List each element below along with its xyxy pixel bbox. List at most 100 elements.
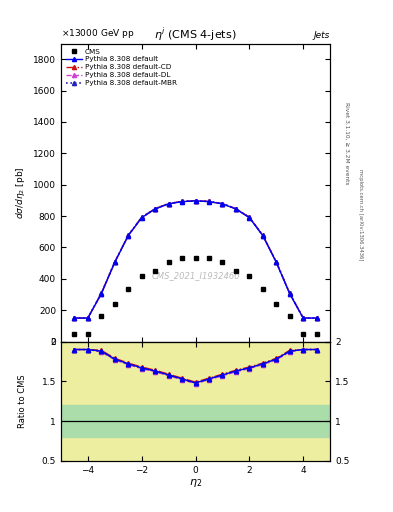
Pythia 8.308 default-MBR bbox=[139, 214, 144, 220]
Pythia 8.308 default-CD bbox=[287, 290, 292, 296]
Line: Pythia 8.308 default-DL: Pythia 8.308 default-DL bbox=[72, 199, 319, 320]
Pythia 8.308 default bbox=[261, 232, 265, 239]
Pythia 8.308 default-MBR bbox=[99, 290, 104, 296]
Pythia 8.308 default-DL bbox=[126, 232, 130, 239]
CMS bbox=[153, 268, 158, 274]
Pythia 8.308 default-CD bbox=[247, 214, 252, 220]
Pythia 8.308 default-CD bbox=[85, 315, 90, 321]
CMS bbox=[139, 273, 144, 280]
Pythia 8.308 default-CD bbox=[233, 205, 238, 211]
CMS bbox=[233, 268, 238, 274]
Text: $\times$13000 GeV pp: $\times$13000 GeV pp bbox=[61, 27, 134, 40]
Line: CMS: CMS bbox=[72, 255, 319, 336]
Pythia 8.308 default-CD bbox=[193, 198, 198, 204]
Y-axis label: Ratio to CMS: Ratio to CMS bbox=[18, 374, 27, 428]
Text: mcplots.cern.ch [arXiv:1306.3436]: mcplots.cern.ch [arXiv:1306.3436] bbox=[358, 169, 363, 261]
CMS bbox=[99, 313, 104, 319]
Pythia 8.308 default bbox=[301, 315, 306, 321]
Pythia 8.308 default-DL bbox=[139, 215, 144, 221]
Pythia 8.308 default-MBR bbox=[72, 315, 77, 321]
Pythia 8.308 default bbox=[99, 291, 104, 297]
Pythia 8.308 default-MBR bbox=[85, 315, 90, 321]
Pythia 8.308 default-MBR bbox=[220, 201, 225, 207]
Pythia 8.308 default bbox=[85, 315, 90, 321]
Y-axis label: $d\sigma/d\eta_2$ [pb]: $d\sigma/d\eta_2$ [pb] bbox=[14, 166, 27, 219]
Text: CMS_2021_I1932460: CMS_2021_I1932460 bbox=[151, 271, 240, 281]
CMS bbox=[220, 259, 225, 265]
Pythia 8.308 default-DL bbox=[314, 315, 319, 321]
Pythia 8.308 default bbox=[247, 215, 252, 221]
Pythia 8.308 default-CD bbox=[166, 201, 171, 207]
Title: $\eta^i$ (CMS 4-jets): $\eta^i$ (CMS 4-jets) bbox=[154, 25, 237, 44]
Pythia 8.308 default-MBR bbox=[261, 232, 265, 239]
Pythia 8.308 default-DL bbox=[233, 206, 238, 212]
Pythia 8.308 default bbox=[112, 259, 117, 265]
Pythia 8.308 default bbox=[314, 315, 319, 321]
Pythia 8.308 default-CD bbox=[274, 259, 279, 265]
Text: Rivet 3.1.10, ≥ 3.2M events: Rivet 3.1.10, ≥ 3.2M events bbox=[344, 102, 349, 185]
CMS bbox=[85, 331, 90, 337]
CMS bbox=[180, 254, 184, 261]
Line: Pythia 8.308 default: Pythia 8.308 default bbox=[72, 199, 319, 320]
Bar bbox=[61, 405, 330, 437]
Pythia 8.308 default-CD bbox=[314, 315, 319, 321]
Pythia 8.308 default-DL bbox=[220, 201, 225, 207]
Line: Pythia 8.308 default-CD: Pythia 8.308 default-CD bbox=[72, 199, 319, 320]
Pythia 8.308 default-MBR bbox=[274, 259, 279, 265]
CMS bbox=[126, 286, 130, 292]
Pythia 8.308 default-CD bbox=[207, 198, 211, 204]
CMS bbox=[72, 331, 77, 337]
CMS bbox=[287, 313, 292, 319]
Pythia 8.308 default bbox=[274, 259, 279, 265]
Pythia 8.308 default-CD bbox=[72, 315, 77, 321]
Text: Jets: Jets bbox=[314, 31, 330, 40]
Pythia 8.308 default-MBR bbox=[193, 198, 198, 204]
Pythia 8.308 default bbox=[180, 199, 184, 205]
Pythia 8.308 default-CD bbox=[126, 232, 130, 238]
Pythia 8.308 default-MBR bbox=[301, 315, 306, 321]
Pythia 8.308 default-MBR bbox=[153, 206, 158, 212]
Pythia 8.308 default bbox=[126, 232, 130, 239]
Pythia 8.308 default-CD bbox=[153, 205, 158, 211]
Pythia 8.308 default bbox=[193, 198, 198, 204]
Pythia 8.308 default-MBR bbox=[112, 259, 117, 265]
Pythia 8.308 default-DL bbox=[166, 201, 171, 207]
CMS bbox=[301, 331, 306, 337]
Pythia 8.308 default-MBR bbox=[126, 232, 130, 239]
Pythia 8.308 default-MBR bbox=[207, 199, 211, 205]
Pythia 8.308 default-DL bbox=[261, 232, 265, 239]
Pythia 8.308 default-DL bbox=[193, 198, 198, 204]
Legend: CMS, Pythia 8.308 default, Pythia 8.308 default-CD, Pythia 8.308 default-DL, Pyt: CMS, Pythia 8.308 default, Pythia 8.308 … bbox=[64, 47, 179, 88]
Pythia 8.308 default-CD bbox=[99, 290, 104, 296]
Pythia 8.308 default-DL bbox=[153, 206, 158, 212]
Pythia 8.308 default-MBR bbox=[314, 315, 319, 321]
Pythia 8.308 default-DL bbox=[274, 259, 279, 265]
Pythia 8.308 default-CD bbox=[112, 259, 117, 265]
Pythia 8.308 default bbox=[287, 291, 292, 297]
Pythia 8.308 default bbox=[233, 206, 238, 212]
Pythia 8.308 default bbox=[72, 315, 77, 321]
CMS bbox=[247, 273, 252, 280]
CMS bbox=[112, 301, 117, 307]
CMS bbox=[261, 286, 265, 292]
CMS bbox=[166, 259, 171, 265]
CMS bbox=[193, 255, 198, 262]
Pythia 8.308 default bbox=[220, 201, 225, 207]
X-axis label: $\eta_2$: $\eta_2$ bbox=[189, 477, 202, 489]
Pythia 8.308 default-CD bbox=[180, 198, 184, 204]
Pythia 8.308 default bbox=[166, 201, 171, 207]
CMS bbox=[274, 301, 279, 307]
Pythia 8.308 default-DL bbox=[287, 290, 292, 296]
Pythia 8.308 default-DL bbox=[112, 259, 117, 265]
Pythia 8.308 default-DL bbox=[72, 315, 77, 321]
Pythia 8.308 default-MBR bbox=[287, 290, 292, 296]
Line: Pythia 8.308 default-MBR: Pythia 8.308 default-MBR bbox=[72, 199, 319, 320]
CMS bbox=[314, 331, 319, 337]
Pythia 8.308 default-DL bbox=[301, 315, 306, 321]
Pythia 8.308 default-DL bbox=[247, 215, 252, 221]
Pythia 8.308 default-MBR bbox=[233, 206, 238, 212]
Pythia 8.308 default-DL bbox=[180, 199, 184, 205]
Pythia 8.308 default bbox=[153, 206, 158, 212]
Pythia 8.308 default-CD bbox=[139, 214, 144, 220]
Pythia 8.308 default-MBR bbox=[166, 201, 171, 207]
